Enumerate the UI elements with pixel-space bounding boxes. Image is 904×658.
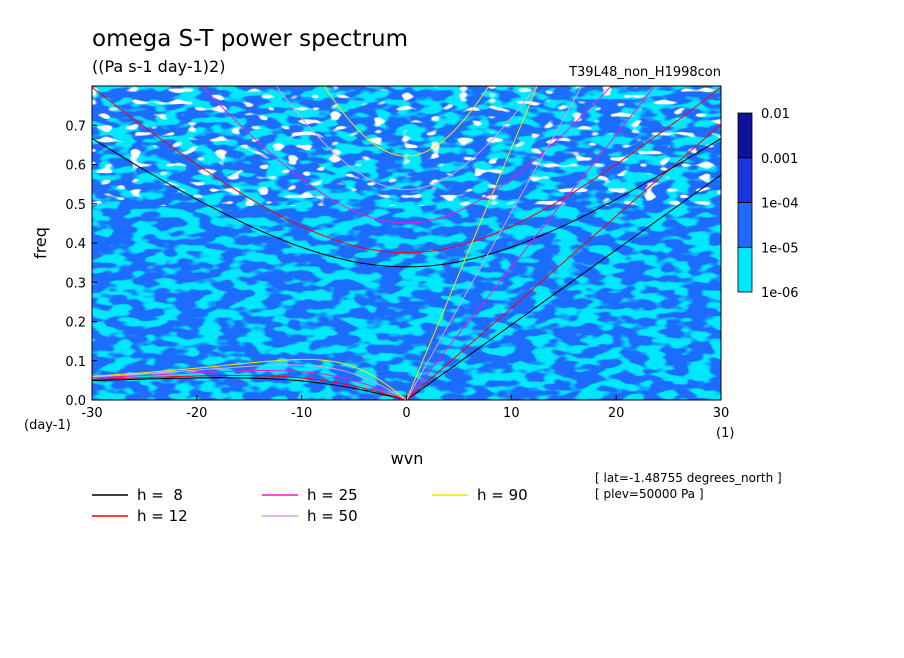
legend-label: h = 8 [137, 486, 183, 504]
case-label: T39L48_non_H1998con [568, 65, 721, 80]
x-tick-label: -30 [81, 406, 102, 421]
y-tick-label: 0.0 [65, 394, 86, 409]
legend-label: h = 25 [307, 486, 358, 504]
x-tick-label: 20 [608, 406, 625, 421]
colorbar: 1e-06 1e-05 1e-04 0.001 0.01 [737, 107, 799, 301]
dispersion-kelvin-h50 [406, 86, 583, 400]
legend-label: h = 90 [477, 486, 528, 504]
dispersion-kelvin-h25 [406, 86, 656, 400]
chart-subtitle: ((Pa s-1 day-1)2) [92, 57, 225, 76]
y-tick-label: 0.5 [65, 198, 86, 213]
colorbar-label: 0.01 [761, 107, 790, 122]
y-axis-title: freq [31, 227, 50, 259]
dispersion-kelvin-h90 [406, 86, 538, 400]
colorbar-swatch [737, 202, 753, 248]
dispersion-rossby-h8 [92, 377, 407, 400]
x-tick-label: -10 [291, 406, 312, 421]
y-tick-label: 0.7 [65, 119, 86, 134]
y-tick-label: 0.4 [65, 237, 86, 252]
y-axis: 0.0 0.1 0.2 0.3 0.4 0.5 0.6 0.7 [65, 119, 97, 409]
y-tick-label: 0.2 [65, 316, 86, 331]
dispersion-kelvin-h8 [406, 174, 721, 400]
colorbar-swatch [737, 112, 753, 159]
dispersion-gravity-h8 [92, 137, 721, 268]
x-axis: -30 -20 -10 0 10 20 30 [81, 395, 729, 421]
dispersion-gravity-h90 [323, 86, 490, 157]
y-tick-label: 0.6 [65, 159, 86, 174]
x-axis-title: wvn [391, 449, 424, 468]
dispersion-rossby-h25 [92, 370, 407, 400]
plot-area [92, 86, 721, 400]
x-tick-label: 0 [402, 406, 410, 421]
dispersion-gravity-h50 [275, 86, 538, 191]
colorbar-label: 1e-05 [761, 241, 799, 256]
x-tick-label: -20 [186, 406, 207, 421]
x-unit-label: (1) [716, 426, 734, 441]
y-tick-label: 0.3 [65, 276, 86, 291]
annotation-plev: [ plev=50000 Pa ] [595, 487, 704, 501]
dispersion-rossby-h50 [92, 364, 407, 400]
colorbar-label: 0.001 [761, 152, 798, 167]
legend: h = 8 h = 12 h = 25 h = 50 h = 90 [92, 486, 528, 525]
colorbar-label: 1e-06 [761, 286, 799, 301]
dispersion-gravity-h25 [200, 86, 613, 224]
colorbar-swatch [737, 246, 753, 293]
x-tick-label: 10 [503, 406, 520, 421]
legend-label: h = 50 [307, 507, 358, 525]
dispersion-gravity-h12 [92, 87, 721, 254]
heatmap-low-power-spots [92, 86, 721, 206]
dispersion-rossby-h90 [92, 358, 407, 400]
chart-title: omega S-T power spectrum [92, 26, 408, 52]
y-unit-label: (day-1) [24, 418, 71, 433]
dispersion-kelvin-h12 [406, 123, 721, 400]
dispersion-curves [92, 86, 721, 400]
x-tick-label: 30 [713, 406, 730, 421]
colorbar-swatch [737, 157, 753, 203]
dispersion-rossby-h12 [92, 374, 407, 400]
legend-label: h = 12 [137, 507, 188, 525]
annotation-lat: [ lat=-1.48755 degrees_north ] [595, 471, 782, 485]
colorbar-label: 1e-04 [761, 197, 799, 212]
y-tick-label: 0.1 [65, 355, 86, 370]
